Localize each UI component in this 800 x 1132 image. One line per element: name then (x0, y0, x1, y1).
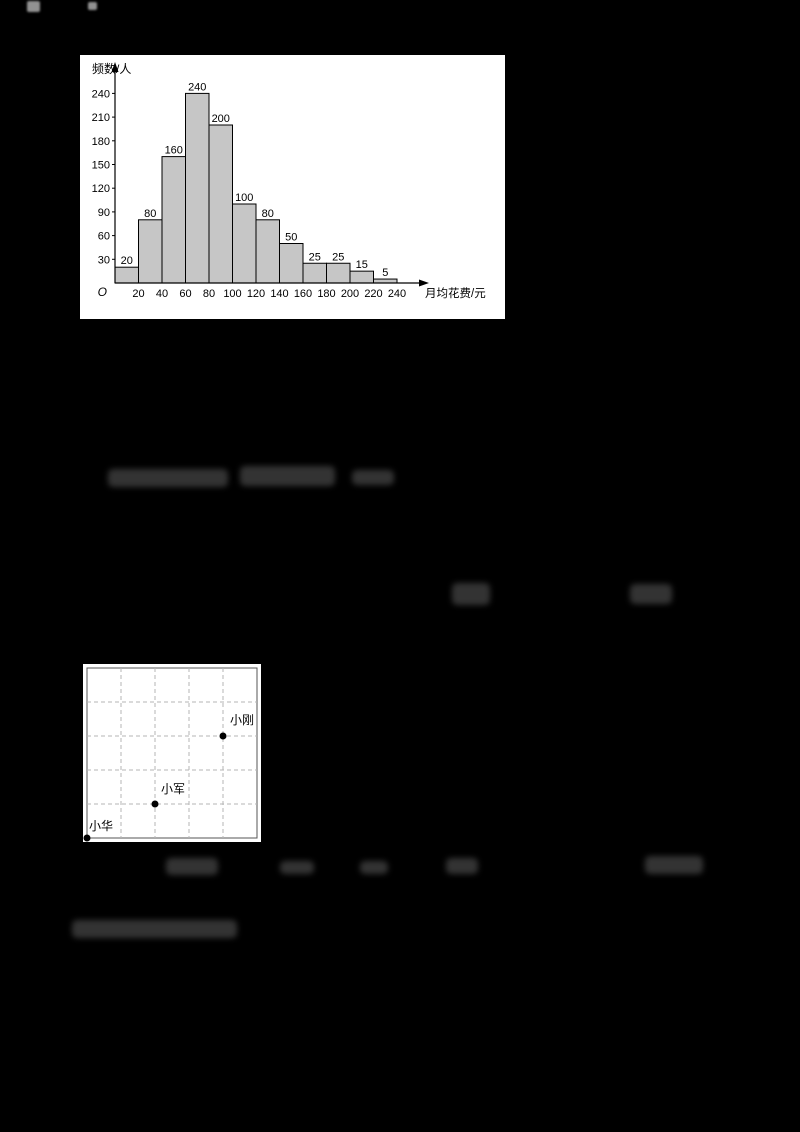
x-tick-label: 140 (270, 288, 288, 300)
bar-value-label: 100 (235, 192, 253, 204)
bar-value-label: 15 (356, 259, 368, 271)
y-tick-label: 240 (92, 88, 110, 100)
bar-value-label: 50 (285, 232, 297, 244)
illegible-text-trace (645, 856, 703, 874)
data-point (83, 834, 91, 842)
bar (349, 270, 374, 284)
bar-value-label: 80 (262, 208, 274, 220)
illegible-text-trace (280, 861, 314, 874)
bar-value-label: 80 (144, 208, 156, 220)
data-point (151, 800, 159, 808)
illegible-text-trace (352, 470, 394, 485)
x-axis-arrow (419, 279, 429, 287)
bar-value-label: 25 (332, 251, 344, 263)
x-tick-label: 60 (179, 288, 191, 300)
data-point (219, 732, 227, 740)
y-tick-label: 90 (98, 207, 110, 219)
illegible-text-trace (630, 584, 672, 604)
illegible-text-trace (360, 861, 388, 874)
bar-value-label: 5 (382, 267, 388, 279)
bar (161, 156, 186, 284)
bar (138, 219, 163, 284)
paper-speck (27, 1, 40, 12)
bar (114, 266, 139, 284)
bar (255, 219, 280, 284)
grid-border (86, 667, 258, 839)
y-tick-label: 120 (92, 183, 110, 195)
bar-value-label: 20 (121, 255, 133, 267)
illegible-text-trace (452, 583, 490, 605)
bar (208, 124, 233, 284)
point-label: 小军 (161, 782, 185, 796)
x-tick-label: 160 (294, 288, 312, 300)
bar-value-label: 200 (212, 113, 230, 125)
x-tick-label: 240 (388, 288, 406, 300)
x-tick-label: 40 (156, 288, 168, 300)
y-tick-label: 180 (92, 136, 110, 148)
y-tick-label: 210 (92, 112, 110, 124)
x-tick-label: 120 (247, 288, 265, 300)
paper-speck (88, 2, 97, 10)
point-label: 小华 (89, 819, 113, 833)
x-tick-label: 80 (203, 288, 215, 300)
x-tick-label: 20 (132, 288, 144, 300)
bar (185, 92, 210, 284)
illegible-text-trace (446, 858, 478, 874)
origin-label: O (98, 285, 107, 299)
grid-scatter-figure: 小华 小军 小刚 (83, 664, 261, 842)
bar-value-label: 240 (188, 81, 206, 93)
y-axis-arrow (111, 62, 119, 72)
x-tick-label: 100 (223, 288, 241, 300)
bar (232, 203, 257, 284)
illegible-text-trace (108, 469, 228, 487)
x-tick-label: 200 (341, 288, 359, 300)
position-grid-chart: 小华 小军 小刚 (83, 667, 258, 842)
illegible-text-trace (240, 466, 335, 486)
bar (326, 262, 351, 284)
frequency-histogram: 20 80 160 240 200 100 80 50 25 25 15 5 30 60 90 120 150 1… (92, 61, 487, 300)
illegible-text-trace (72, 920, 237, 938)
y-tick-label: 150 (92, 160, 110, 172)
bar (302, 262, 327, 284)
histogram-figure: 20 80 160 240 200 100 80 50 25 25 15 5 30 60 90 120 150 1… (80, 55, 505, 319)
bar-value-label: 160 (165, 145, 183, 157)
x-tick-label: 180 (317, 288, 335, 300)
x-axis-title: 月均花费/元 (425, 287, 486, 300)
illegible-text-trace (166, 858, 218, 875)
y-tick-label: 30 (98, 254, 110, 266)
y-axis-title: 频数/人 (92, 61, 131, 76)
bar (279, 243, 304, 284)
point-label: 小刚 (230, 713, 254, 727)
y-tick-label: 60 (98, 231, 110, 243)
x-tick-label: 220 (364, 288, 382, 300)
bar-value-label: 25 (309, 251, 321, 263)
